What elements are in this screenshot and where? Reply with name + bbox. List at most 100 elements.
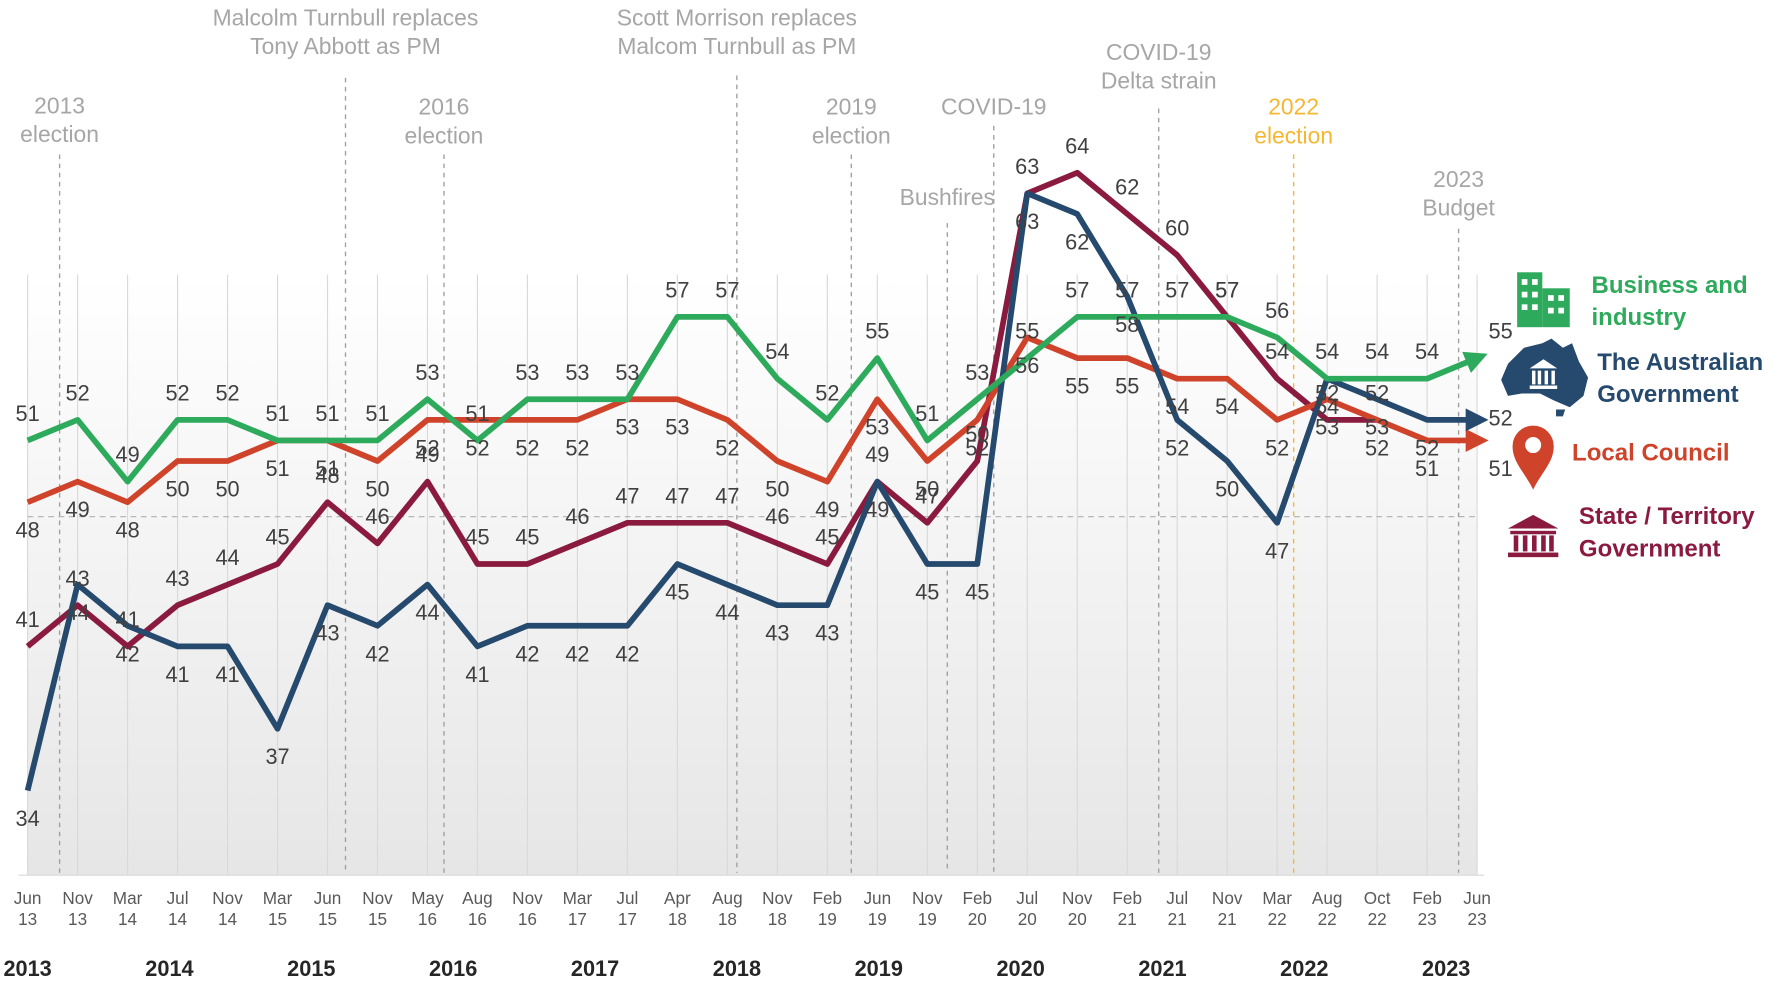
data-label: 41 <box>465 662 489 687</box>
year-label: 2021 <box>1138 956 1186 977</box>
data-label: 49 <box>115 442 139 467</box>
data-label: 56 <box>1015 353 1039 378</box>
data-label: 54 <box>1365 339 1389 364</box>
data-label: 50 <box>965 422 989 447</box>
data-label: 51 <box>1415 456 1439 481</box>
data-label: 43 <box>66 566 90 591</box>
data-label: 52 <box>1365 435 1389 460</box>
data-label: 43 <box>815 621 839 646</box>
event-label: COVID-19 <box>941 94 1047 120</box>
x-tick-label: Jul 20 <box>1016 888 1038 929</box>
event-label: COVID-19 <box>1106 39 1212 65</box>
data-label: 49 <box>865 442 889 467</box>
data-label: 48 <box>16 518 40 543</box>
data-label: 51 <box>265 456 289 481</box>
data-label: 50 <box>915 477 939 502</box>
data-label: 51 <box>365 401 389 426</box>
data-label: 52 <box>1165 435 1189 460</box>
data-label: 47 <box>915 483 939 508</box>
x-tick-label: Jul 14 <box>167 888 189 929</box>
data-label: 42 <box>615 641 639 666</box>
x-tick-label: Oct 22 <box>1364 888 1391 929</box>
event-label: 2022 <box>1268 94 1319 120</box>
data-label: 57 <box>1215 277 1239 302</box>
data-label: 42 <box>115 641 139 666</box>
data-label: 52 <box>215 380 239 405</box>
event-label: election <box>1254 122 1333 148</box>
event-label: Bushfires <box>900 184 995 210</box>
data-label: 49 <box>865 497 889 522</box>
data-label: 55 <box>1065 374 1089 399</box>
x-tick-label: Jun 15 <box>314 888 342 929</box>
event-label: 2019 <box>826 94 877 120</box>
x-tick-label: May 16 <box>411 888 444 929</box>
event-label: 2013 <box>34 93 85 119</box>
year-label: 2014 <box>145 956 193 977</box>
legend-label: State / Territory Government <box>1579 504 1755 563</box>
data-label: 49 <box>415 442 439 467</box>
x-tick-label: Nov 18 <box>762 888 793 929</box>
data-label: 53 <box>615 415 639 440</box>
event-label: Tony Abbott as PM <box>250 33 441 59</box>
data-label: 57 <box>1215 277 1239 302</box>
data-label: 53 <box>865 415 889 440</box>
data-label: 53 <box>415 360 439 385</box>
x-tick-label: Jun 19 <box>863 888 891 929</box>
data-label: 49 <box>815 497 839 522</box>
data-label: 53 <box>965 360 989 385</box>
data-label: 47 <box>1265 538 1289 563</box>
x-tick-label: Mar 17 <box>563 888 593 929</box>
state-icon <box>1507 514 1559 558</box>
data-label: 57 <box>1165 277 1189 302</box>
data-label: 53 <box>1365 415 1389 440</box>
data-label: 51 <box>1489 456 1513 481</box>
x-tick-label: Apr 18 <box>664 888 691 929</box>
data-label: 52 <box>1265 435 1289 460</box>
data-label: 49 <box>66 497 90 522</box>
data-label: 63 <box>1015 154 1039 179</box>
data-label: 57 <box>665 277 689 302</box>
data-label: 51 <box>16 401 40 426</box>
x-tick-label: Jul 21 <box>1166 888 1188 929</box>
data-label: 52 <box>165 380 189 405</box>
event-label: 2023 <box>1433 166 1484 192</box>
data-label: 37 <box>265 744 289 769</box>
data-label: 57 <box>1115 277 1139 302</box>
data-label: 53 <box>665 415 689 440</box>
x-tick-label: Aug 22 <box>1312 888 1343 929</box>
x-tick-label: Nov 16 <box>512 888 543 929</box>
event-label: election <box>20 121 99 147</box>
data-label: 45 <box>265 525 289 550</box>
year-label: 2019 <box>855 956 903 977</box>
data-label: 52 <box>1415 435 1439 460</box>
x-tick-label: Nov 15 <box>362 888 393 929</box>
data-label: 52 <box>465 435 489 460</box>
year-label: 2023 <box>1422 956 1470 977</box>
data-label: 44 <box>415 600 439 625</box>
data-label: 57 <box>1065 277 1089 302</box>
data-label: 44 <box>715 600 739 625</box>
x-tick-label: Feb 20 <box>962 888 992 929</box>
data-label: 56 <box>1265 298 1289 323</box>
x-tick-label: Mar 15 <box>263 888 293 929</box>
data-label: 51 <box>315 456 339 481</box>
data-label: 41 <box>215 662 239 687</box>
data-label: 50 <box>215 477 239 502</box>
data-label: 50 <box>165 477 189 502</box>
event-label: Malcolm Turnbull replaces <box>213 4 479 30</box>
data-label: 52 <box>565 435 589 460</box>
data-label: 42 <box>365 641 389 666</box>
data-label: 42 <box>515 641 539 666</box>
x-tick-label: Nov 21 <box>1212 888 1243 929</box>
legend-label: Local Council <box>1572 440 1729 467</box>
data-label: 60 <box>1165 216 1189 241</box>
legend-icons <box>1501 272 1589 558</box>
data-label: 46 <box>765 504 789 529</box>
data-label: 57 <box>715 277 739 302</box>
series-line <box>26 334 1489 506</box>
x-tick-label: Mar 22 <box>1262 888 1292 929</box>
data-label: 45 <box>515 525 539 550</box>
data-label: 50 <box>365 477 389 502</box>
